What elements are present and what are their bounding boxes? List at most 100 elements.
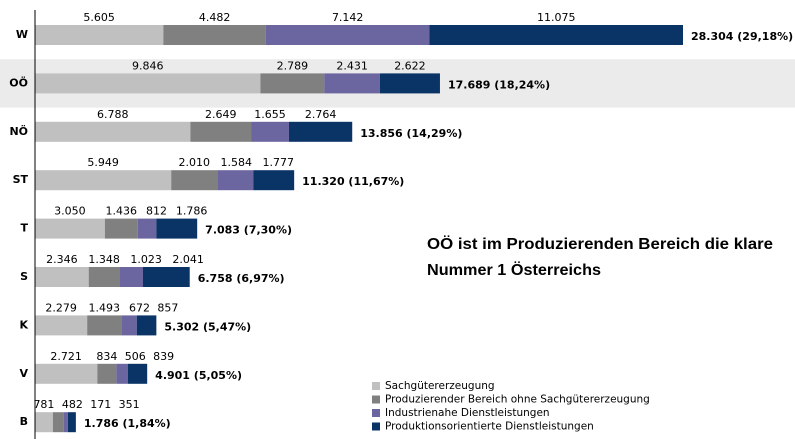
category-label: W — [16, 28, 28, 41]
value-label: 834 — [96, 350, 117, 363]
annotation: Nummer 1 Österreichs — [427, 260, 601, 279]
value-label: 351 — [119, 398, 140, 411]
value-label: 2.764 — [305, 108, 337, 121]
bar-segment — [121, 315, 137, 336]
category-label: V — [19, 367, 28, 380]
value-label: 5.605 — [83, 11, 115, 24]
value-label: 839 — [153, 350, 174, 363]
category-label: B — [20, 415, 28, 428]
bar-segment — [265, 25, 430, 45]
bar-segment — [324, 73, 380, 94]
bar-segment — [137, 218, 157, 239]
bar-segment — [35, 73, 261, 94]
bar-segment — [127, 363, 148, 384]
category-label: T — [20, 222, 28, 235]
legend-swatch — [372, 409, 380, 417]
bar-segment — [35, 25, 164, 45]
category-label: ST — [13, 173, 29, 186]
bar-segment — [87, 315, 122, 336]
total-label: 1.786 (1,84%) — [84, 417, 171, 430]
value-label: 2.649 — [205, 108, 237, 121]
total-label: 13.856 (14,29%) — [360, 127, 462, 140]
value-label: 3.050 — [54, 205, 86, 218]
total-label: 7.083 (7,30%) — [205, 224, 292, 237]
value-label: 4.482 — [199, 11, 231, 24]
category-label: K — [19, 318, 28, 331]
bar-segment — [253, 170, 295, 191]
value-label: 171 — [90, 398, 111, 411]
bar-segment — [35, 121, 191, 142]
bar-segment — [35, 218, 105, 239]
legend-label: Produzierender Bereich ohne Sachgütererz… — [385, 394, 650, 406]
value-label: 2.622 — [394, 59, 426, 72]
bar-segment — [217, 170, 254, 191]
bar-segment — [163, 25, 266, 45]
category-label: OÖ — [9, 75, 28, 89]
legend-swatch — [372, 422, 380, 431]
bar-segment — [142, 267, 190, 287]
bar-segment — [104, 218, 138, 239]
value-label: 482 — [62, 398, 83, 411]
value-label: 1.436 — [106, 205, 138, 218]
bar-segment — [116, 363, 128, 384]
value-label: 2.279 — [45, 301, 77, 314]
value-label: 812 — [146, 205, 167, 218]
category-label: NÖ — [9, 124, 28, 138]
value-label: 1.584 — [220, 156, 252, 169]
legend-swatch — [372, 382, 380, 390]
bar-segment — [35, 267, 89, 287]
value-label: 1.777 — [262, 156, 294, 169]
value-label: 7.142 — [332, 11, 364, 24]
value-label: 781 — [33, 398, 54, 411]
bar-segment — [379, 73, 440, 94]
total-label: 4.901 (5,05%) — [155, 369, 242, 382]
bar-segment — [35, 170, 172, 191]
value-label: 1.786 — [176, 205, 208, 218]
value-label: 5.949 — [87, 156, 119, 169]
category-label: S — [20, 270, 28, 283]
value-label: 2.431 — [336, 59, 368, 72]
bar-segment — [35, 315, 88, 336]
value-label: 2.789 — [277, 59, 309, 72]
bar-segment — [67, 412, 76, 433]
bar-segment — [251, 121, 289, 142]
value-label: 1.655 — [254, 108, 286, 121]
value-label: 1.023 — [130, 253, 162, 266]
bar-segment — [119, 267, 143, 287]
legend-label: Sachgütererzeugung — [385, 380, 495, 392]
value-label: 2.346 — [46, 253, 78, 266]
bar-segment — [88, 267, 120, 287]
bar-segment — [35, 412, 53, 433]
value-label: 6.788 — [97, 108, 129, 121]
legend-label: Produktionsorientierte Dienstleistungen — [385, 421, 594, 433]
bar-segment — [190, 121, 252, 142]
bar-segment — [288, 121, 353, 142]
value-label: 1.348 — [88, 253, 120, 266]
value-label: 2.721 — [50, 350, 82, 363]
bar-segment — [429, 25, 683, 45]
bar-segment — [52, 412, 64, 433]
value-label: 9.846 — [132, 59, 164, 72]
legend-label: Industrienahe Dienstleistungen — [385, 407, 550, 419]
value-label: 11.075 — [537, 11, 576, 24]
total-label: 6.758 (6,97%) — [198, 272, 285, 285]
value-label: 2.010 — [178, 156, 210, 169]
bar-segment — [35, 363, 98, 384]
total-label: 11.320 (11,67%) — [302, 175, 404, 188]
legend-swatch — [372, 395, 380, 404]
total-label: 17.689 (18,24%) — [448, 78, 550, 91]
value-label: 506 — [125, 350, 146, 363]
value-label: 672 — [129, 301, 150, 314]
bar-segment — [156, 218, 198, 239]
bar-segment — [63, 412, 68, 433]
total-label: 5.302 (5,47%) — [164, 320, 251, 333]
bar-segment — [136, 315, 157, 336]
annotation: OÖ ist im Produzierenden Bereich die kla… — [427, 234, 773, 253]
value-label: 857 — [157, 301, 178, 314]
bar-segment — [171, 170, 218, 191]
bar-segment — [260, 73, 325, 94]
bar-segment — [97, 363, 117, 384]
value-label: 1.493 — [89, 301, 121, 314]
value-label: 2.041 — [172, 253, 204, 266]
